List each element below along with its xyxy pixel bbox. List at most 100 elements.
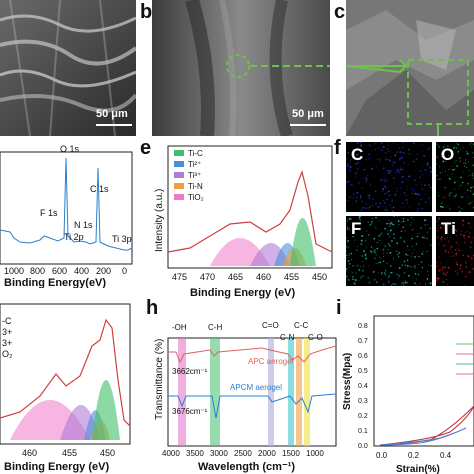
i-xtick-04: 0.4: [440, 451, 452, 460]
eds-dot: [406, 202, 408, 204]
eds-dot: [424, 169, 427, 172]
eds-dot: [396, 242, 399, 245]
eds-dot: [391, 240, 393, 242]
eds-dot: [429, 227, 432, 230]
eds-dot: [401, 142, 403, 143]
eds-dot: [412, 229, 414, 231]
eds-dot: [355, 200, 358, 203]
eds-dot: [355, 164, 357, 166]
eds-dot: [453, 278, 455, 280]
eds-dot: [363, 168, 366, 171]
eds-dot: [438, 146, 441, 149]
eds-dot: [389, 232, 391, 234]
eds-dot: [470, 145, 472, 147]
eds-dot: [400, 207, 402, 209]
h-xtick-3000: 3000: [210, 449, 228, 458]
eds-dot: [367, 277, 370, 279]
eds-dot: [388, 243, 390, 245]
eds-dot: [379, 239, 381, 241]
eds-map-f: F: [346, 216, 432, 286]
eds-dot: [438, 269, 441, 272]
eds-dot: [363, 265, 365, 267]
eds-dot: [371, 250, 373, 253]
eds-dot: [455, 270, 457, 272]
e-legend: Ti-C Ti²⁺ Ti³⁺ Ti-N TiO₂: [174, 149, 204, 202]
eds-dot: [404, 280, 406, 282]
eds-dot: [413, 142, 416, 144]
eds-dot: [419, 170, 422, 172]
eds-dot: [462, 250, 464, 252]
eds-dot: [375, 166, 377, 167]
eds-dot: [398, 148, 400, 150]
eds-dot: [472, 240, 474, 242]
eds-dot: [402, 220, 405, 223]
eds-dot: [375, 227, 377, 230]
eds-dot: [361, 261, 363, 263]
eds-dot: [355, 196, 358, 199]
band-cn: [288, 338, 294, 446]
eds-dot: [472, 152, 474, 154]
eds-dot: [449, 248, 451, 250]
eds-dot: [379, 261, 382, 264]
eds-dot: [388, 223, 390, 224]
eds-dot: [466, 167, 468, 168]
eds-dot: [398, 224, 400, 226]
eds-dot: [351, 276, 354, 278]
eds-dot: [355, 249, 358, 251]
eds-dot: [439, 172, 442, 174]
eds-dot: [393, 161, 396, 164]
eds-dot: [471, 172, 474, 175]
eds-dot: [467, 222, 470, 225]
eds-dot: [464, 237, 466, 240]
eds-dot: [385, 178, 388, 181]
eds-dot: [469, 226, 471, 228]
eds-dot: [427, 264, 429, 266]
eds-dot: [390, 285, 393, 286]
eds-dot: [385, 172, 388, 174]
eds-dot: [384, 227, 386, 230]
eds-dot: [382, 248, 385, 251]
eds-dot: [368, 265, 370, 267]
eds-dot: [388, 282, 390, 284]
eds-dot: [436, 265, 438, 267]
eds-dot: [401, 221, 403, 223]
eds-dot: [378, 256, 380, 258]
eds-dot: [360, 276, 362, 278]
eds-dot: [349, 170, 351, 172]
band-label-co: C-O: [308, 333, 323, 342]
eds-dot: [398, 151, 400, 153]
eds-map-c: C: [346, 142, 432, 212]
eds-dot: [436, 174, 438, 177]
h-xtick-1500: 1500: [282, 449, 300, 458]
eds-dot: [406, 179, 408, 180]
eds-dot: [380, 228, 382, 230]
eds-dot: [357, 264, 359, 266]
eds-dot: [447, 237, 449, 239]
eds-dot: [406, 219, 409, 221]
eds-dot: [405, 194, 407, 197]
eds-dot: [416, 235, 419, 238]
eds-dot: [391, 199, 394, 202]
eds-dot: [346, 228, 349, 230]
eds-dot: [430, 264, 432, 267]
eds-dot: [458, 243, 460, 245]
eds-dot: [466, 195, 468, 197]
eds-dot: [349, 165, 352, 168]
eds-dot: [393, 216, 396, 218]
eds-dot: [368, 197, 371, 200]
eds-dot: [440, 262, 442, 264]
eds-dot: [461, 270, 463, 273]
eds-dot: [361, 208, 363, 210]
eds-dot: [471, 267, 474, 270]
eds-dot: [411, 217, 413, 219]
eds-dot: [454, 249, 457, 251]
h-ylabel: Transmittance (%): [154, 339, 165, 420]
eds-dot: [408, 274, 410, 277]
eds-dot: [459, 184, 462, 187]
eds-dot: [387, 148, 389, 150]
eds-dot: [468, 236, 469, 238]
eds-dot: [350, 183, 353, 186]
eds-dots-o: [436, 142, 474, 212]
eds-dot: [469, 143, 471, 145]
eds-dot: [462, 224, 465, 227]
